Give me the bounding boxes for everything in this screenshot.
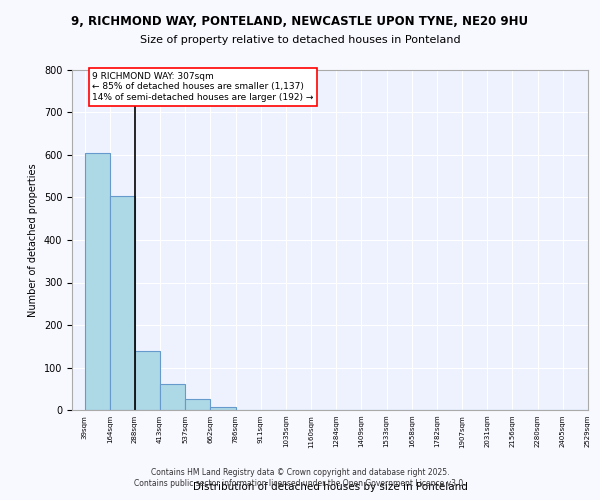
Text: 9, RICHMOND WAY, PONTELAND, NEWCASTLE UPON TYNE, NE20 9HU: 9, RICHMOND WAY, PONTELAND, NEWCASTLE UP…	[71, 15, 529, 28]
X-axis label: Distribution of detached houses by size in Ponteland: Distribution of detached houses by size …	[193, 482, 467, 492]
Bar	[211, 407, 236, 410]
Y-axis label: Number of detached properties: Number of detached properties	[28, 163, 38, 317]
Text: Contains HM Land Registry data © Crown copyright and database right 2025.
Contai: Contains HM Land Registry data © Crown c…	[134, 468, 466, 487]
Text: 9 RICHMOND WAY: 307sqm
← 85% of detached houses are smaller (1,137)
14% of semi-: 9 RICHMOND WAY: 307sqm ← 85% of detached…	[92, 72, 314, 102]
Bar	[110, 196, 135, 410]
Bar	[185, 398, 211, 410]
Bar	[85, 154, 110, 410]
Bar	[160, 384, 185, 410]
Bar	[135, 350, 160, 410]
Text: Size of property relative to detached houses in Ponteland: Size of property relative to detached ho…	[140, 35, 460, 45]
